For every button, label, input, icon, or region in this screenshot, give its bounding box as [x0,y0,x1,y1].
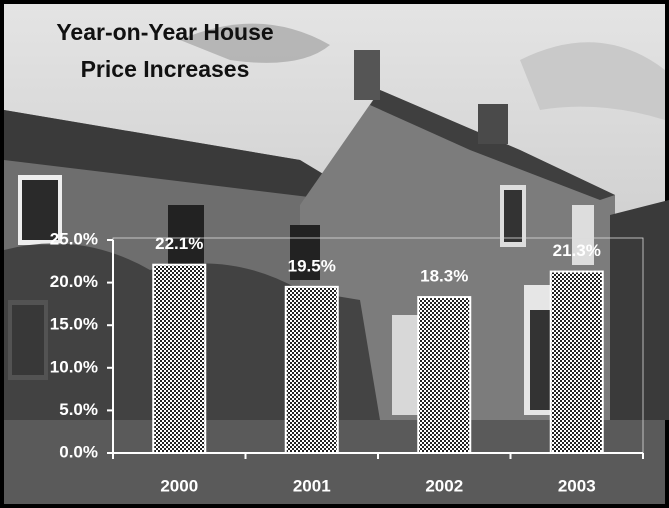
data-label: 18.3% [420,267,468,286]
y-tick-label: 25.0% [50,229,98,248]
chart-title: Year-on-Year House [56,19,273,45]
y-tick-label: 10.0% [50,357,98,376]
data-label: 22.1% [155,234,203,253]
x-tick-label: 2000 [160,476,198,495]
x-tick-label: 2001 [293,476,331,495]
chart-title: Price Increases [81,56,250,82]
bar [284,285,339,454]
bar [152,263,207,455]
y-tick-label: 0.0% [59,442,98,461]
y-tick-label: 5.0% [59,400,98,419]
data-label: 21.3% [553,241,601,260]
bar [417,296,472,455]
bar [549,270,604,454]
x-tick-label: 2002 [425,476,463,495]
y-tick-label: 20.0% [50,272,98,291]
y-tick-label: 15.0% [50,315,98,334]
data-label: 19.5% [288,256,336,275]
x-tick-label: 2003 [558,476,596,495]
